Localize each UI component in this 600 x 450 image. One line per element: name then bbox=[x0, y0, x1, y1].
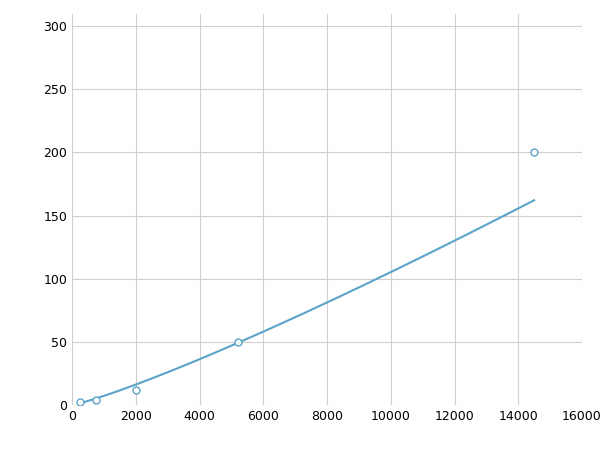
Point bbox=[75, 399, 85, 406]
Point bbox=[91, 396, 101, 404]
Point bbox=[529, 149, 539, 156]
Point bbox=[233, 338, 242, 346]
Point bbox=[131, 386, 140, 393]
